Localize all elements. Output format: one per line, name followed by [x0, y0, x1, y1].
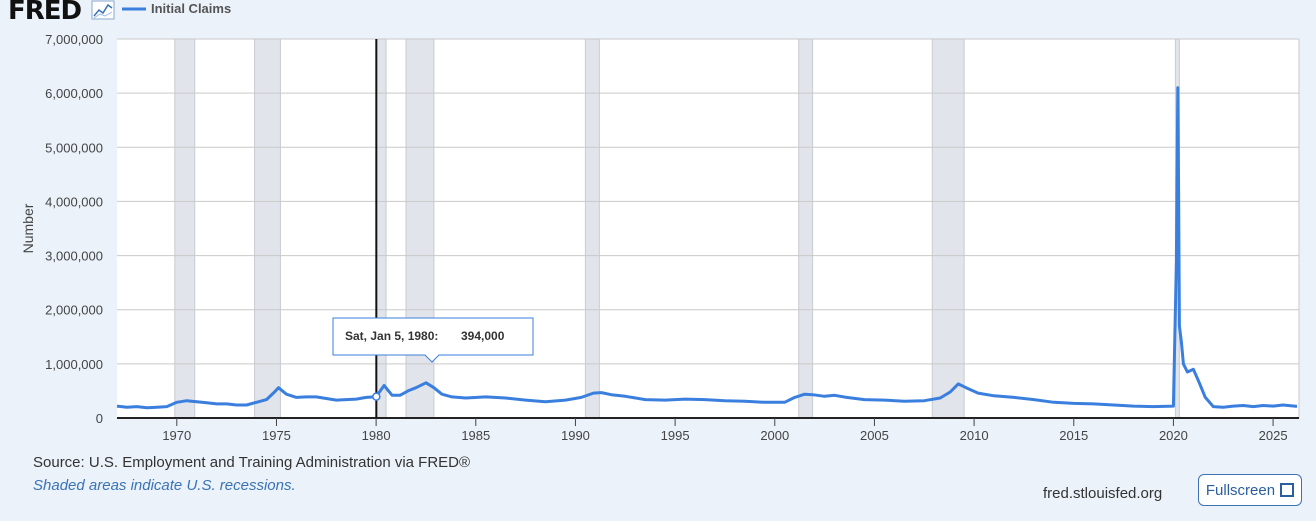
tooltip: Sat, Jan 5, 1980: 394,000: [332, 317, 534, 363]
y-tick-label: 2,000,000: [45, 303, 103, 318]
fullscreen-button[interactable]: Fullscreen: [1198, 474, 1302, 506]
x-tick-label: 1975: [262, 428, 291, 443]
fred-logo[interactable]: FRED: [8, 0, 115, 26]
fullscreen-icon: [1280, 483, 1295, 497]
x-tick-label: 2025: [1259, 428, 1288, 443]
x-tick-label: 1990: [561, 428, 590, 443]
legend-label: Initial Claims: [151, 1, 231, 16]
recession-band: [584, 38, 600, 419]
legend: Initial Claims: [122, 1, 231, 16]
plot-area: [117, 39, 1299, 418]
x-tick-label: 2010: [960, 428, 989, 443]
tooltip-date: Sat, Jan 5, 1980:: [345, 329, 438, 343]
fullscreen-label: Fullscreen: [1205, 481, 1276, 499]
series-lines: [116, 86, 1298, 410]
recession-band: [375, 38, 387, 419]
tooltip-value: 394,000: [461, 329, 505, 343]
y-axis-title: Number: [20, 203, 36, 253]
y-tick-label: 4,000,000: [45, 194, 103, 209]
source-text: Source: U.S. Employment and Training Adm…: [33, 454, 471, 471]
x-tick-label: 1995: [661, 428, 690, 443]
y-tick-label: 5,000,000: [45, 140, 103, 155]
x-tick-label: 2020: [1159, 428, 1188, 443]
recession-band: [931, 38, 965, 419]
x-tick-label: 1985: [461, 428, 490, 443]
y-axis: 0 1,000,000 2,000,000 3,000,000 4,000,000 5,0…: [45, 32, 103, 426]
x-tick-label: 2005: [860, 428, 889, 443]
tooltip-box: [332, 317, 534, 363]
gridlines: [117, 38, 1300, 418]
recession-band: [254, 38, 281, 419]
chart-line-icon: [91, 0, 115, 20]
site-link[interactable]: fred.stlouisfed.org: [1043, 485, 1163, 502]
y-tick-label: 1,000,000: [45, 357, 103, 372]
y-tick-label: 0: [96, 411, 103, 426]
y-tick-label: 7,000,000: [45, 32, 103, 47]
x-axis: 1970 1975 1980 1985 1990 1995 2000 2005 2010 2015…: [117, 417, 1299, 443]
recession-band: [798, 38, 814, 419]
y-tick-label: 3,000,000: [45, 249, 103, 264]
recession-band: [174, 38, 196, 419]
x-tick-label: 1970: [162, 428, 191, 443]
x-tick-label: 2000: [760, 428, 789, 443]
fred-logo-text: FRED: [8, 0, 82, 26]
recession-band: [405, 38, 435, 419]
y-tick-label: 6,000,000: [45, 86, 103, 101]
highlight-point: [372, 392, 381, 401]
recession-note: Shaded areas indicate U.S. recessions.: [33, 477, 296, 494]
series-line-initial-claims: [116, 86, 1298, 410]
x-tick-label: 1980: [362, 428, 391, 443]
x-tick-label: 2015: [1059, 428, 1088, 443]
